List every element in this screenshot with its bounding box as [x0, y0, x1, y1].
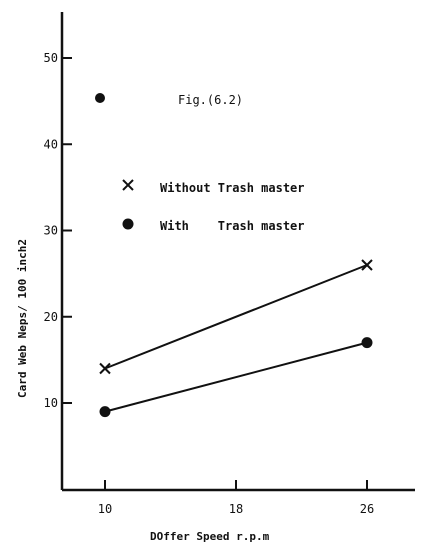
legend-cross-icon: [122, 179, 134, 191]
legend-label-with: With Trash master: [160, 219, 305, 233]
figure-marker-dot: [95, 93, 105, 103]
series-layer: [99, 259, 373, 418]
series-line-1: [104, 341, 368, 413]
data-point-dot: [361, 337, 373, 349]
data-point-cross: [99, 362, 111, 375]
x-tick-label: 10: [98, 502, 112, 516]
y-tick-label: 40: [44, 137, 58, 151]
legend: Without Trash master With Trash master: [122, 179, 305, 233]
series-line-0: [104, 264, 368, 370]
ticks: 10 20 30 40 50 10 18 26: [44, 51, 375, 516]
data-point-cross: [361, 259, 373, 271]
data-point-dot: [99, 406, 111, 418]
x-axis-label: DOffer Speed r.p.m: [150, 530, 270, 543]
y-tick-label: 20: [44, 310, 58, 324]
legend-label-without: Without Trash master: [160, 181, 305, 195]
y-axis-label: Card Web Neps/ 100 inch2: [16, 239, 29, 398]
axes: [60, 12, 415, 492]
x-tick-label: 18: [229, 502, 243, 516]
y-tick-label: 50: [44, 51, 58, 65]
x-tick-label: 26: [360, 502, 374, 516]
figure-label: Fig.(6.2): [178, 93, 243, 107]
y-tick-label: 10: [44, 396, 58, 410]
y-tick-label: 30: [44, 224, 58, 238]
legend-dot-icon: [122, 218, 134, 230]
